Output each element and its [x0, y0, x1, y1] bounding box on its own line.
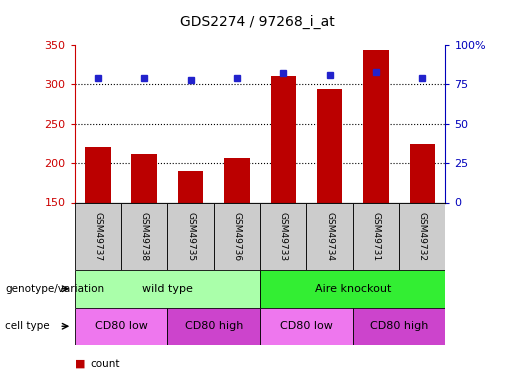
Text: CD80 low: CD80 low	[280, 321, 333, 331]
FancyBboxPatch shape	[167, 308, 260, 345]
Bar	[131, 154, 157, 203]
Text: wild type: wild type	[142, 284, 193, 294]
FancyBboxPatch shape	[306, 202, 353, 270]
Text: ■: ■	[75, 359, 85, 369]
Text: GDS2274 / 97268_i_at: GDS2274 / 97268_i_at	[180, 15, 335, 29]
FancyBboxPatch shape	[167, 202, 214, 270]
FancyBboxPatch shape	[399, 202, 445, 270]
Text: GSM49738: GSM49738	[140, 211, 149, 261]
Text: GSM49737: GSM49737	[93, 211, 102, 261]
Text: count: count	[90, 359, 119, 369]
Text: GSM49732: GSM49732	[418, 212, 427, 261]
FancyBboxPatch shape	[121, 202, 167, 270]
Bar	[363, 50, 389, 202]
FancyBboxPatch shape	[260, 270, 445, 308]
Text: GSM49733: GSM49733	[279, 211, 288, 261]
Bar	[270, 76, 296, 202]
Text: GSM49735: GSM49735	[186, 211, 195, 261]
Bar	[224, 158, 250, 203]
FancyBboxPatch shape	[214, 202, 260, 270]
Bar	[178, 171, 203, 202]
FancyBboxPatch shape	[353, 202, 399, 270]
Text: CD80 high: CD80 high	[184, 321, 243, 331]
Text: Aire knockout: Aire knockout	[315, 284, 391, 294]
FancyBboxPatch shape	[260, 308, 353, 345]
FancyBboxPatch shape	[75, 308, 167, 345]
FancyBboxPatch shape	[260, 202, 306, 270]
Bar	[85, 147, 111, 202]
Text: GSM49731: GSM49731	[371, 211, 381, 261]
FancyBboxPatch shape	[75, 270, 260, 308]
Text: CD80 high: CD80 high	[370, 321, 428, 331]
Bar	[317, 89, 342, 202]
Bar	[409, 144, 435, 202]
FancyBboxPatch shape	[353, 308, 445, 345]
Text: GSM49736: GSM49736	[232, 211, 242, 261]
Text: CD80 low: CD80 low	[95, 321, 147, 331]
Text: GSM49734: GSM49734	[325, 212, 334, 261]
FancyBboxPatch shape	[75, 202, 121, 270]
Text: cell type: cell type	[5, 321, 50, 331]
Text: genotype/variation: genotype/variation	[5, 284, 104, 294]
